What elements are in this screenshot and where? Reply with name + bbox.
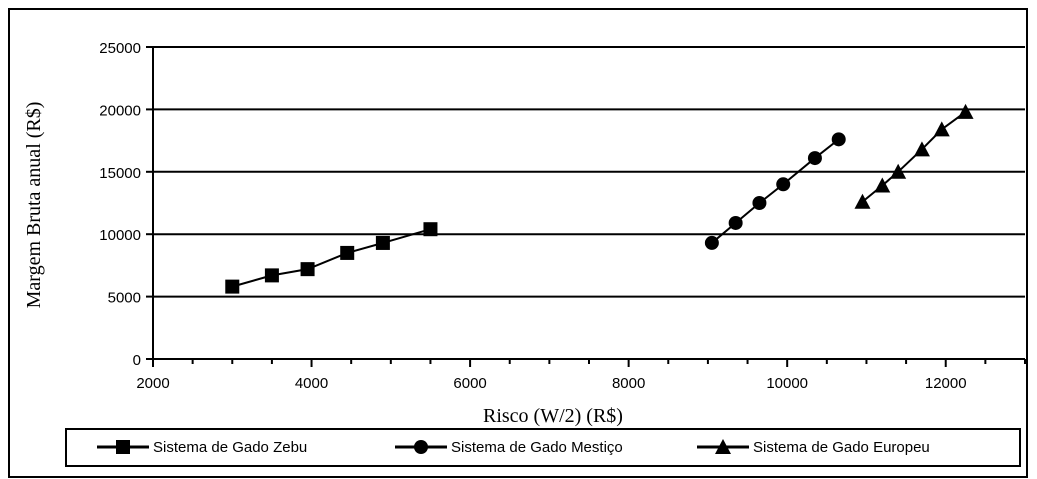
y-axis-title: Margem Bruta anual (R$) [23, 102, 45, 309]
x-tick-label: 4000 [295, 375, 328, 392]
legend: Sistema de Gado Zebu Sistema de Gado Mest… [65, 428, 1021, 467]
data-point [264, 268, 279, 283]
legend-box [65, 428, 1021, 467]
data-point [752, 196, 767, 210]
data-point [340, 245, 355, 260]
data-point [913, 141, 930, 157]
legend-marker [414, 440, 428, 454]
x-tick-label: 6000 [453, 375, 486, 392]
y-tick-label: 15000 [99, 165, 141, 182]
x-tick-label: 12000 [925, 375, 967, 392]
legend-item: Sistema de Gado Zebu [97, 439, 307, 456]
x-tick-label: 8000 [612, 375, 645, 392]
y-tick-label: 10000 [99, 227, 141, 244]
gridlines [153, 46, 1025, 298]
data-point [423, 222, 438, 237]
data-point [375, 235, 390, 250]
series-circle [704, 132, 846, 250]
legend-marker [116, 440, 130, 454]
legend-item: Sistema de Gado Europeu [697, 439, 930, 456]
legend-label: Sistema de Gado Europeu [753, 439, 930, 456]
data-point [957, 103, 974, 119]
series-layer [225, 103, 974, 294]
y-tick-label: 25000 [99, 40, 141, 57]
x-tick-label: 10000 [766, 375, 808, 392]
data-point [874, 177, 891, 193]
data-point [933, 121, 950, 137]
data-point [728, 215, 743, 230]
data-point [831, 132, 846, 147]
axes [146, 46, 1026, 367]
legend-label: Sistema de Gado Zebu [153, 439, 307, 456]
legend-marker [715, 439, 731, 454]
legend-label: Sistema de Gado Mestiço [451, 439, 623, 456]
y-tick-label: 20000 [99, 102, 141, 119]
chart-frame [8, 8, 1028, 478]
data-point [807, 151, 822, 166]
y-tick-label: 5000 [108, 290, 141, 307]
series-line [232, 228, 431, 288]
tick-labels: 0 5000 10000 15000 20000 25000 2000 4000 6000 800… [99, 40, 966, 392]
x-axis-title: Risco (W/2) (R$) [483, 405, 623, 427]
data-point [890, 163, 907, 179]
y-tick-label: 0 [133, 352, 141, 369]
series-square [225, 222, 438, 294]
data-point [300, 262, 315, 277]
legend-item: Sistema de Gado Mestiço [395, 439, 623, 456]
x-tick-label: 2000 [136, 375, 169, 392]
data-point [776, 177, 791, 192]
series-triangle [854, 103, 974, 209]
data-point [225, 279, 240, 294]
data-point [704, 235, 719, 250]
data-point [854, 193, 871, 209]
